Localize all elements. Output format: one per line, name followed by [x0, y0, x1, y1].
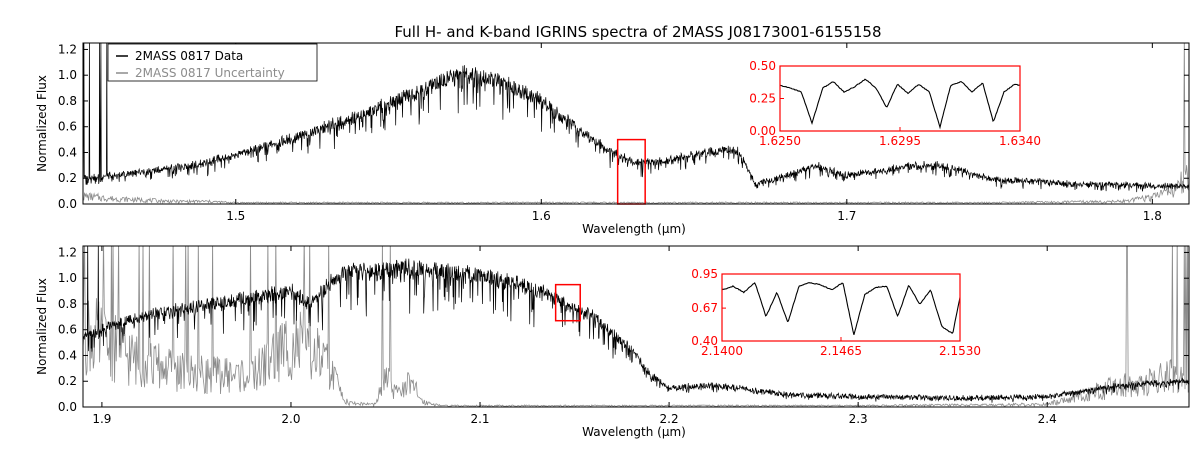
inset-x-tick-label: 2.1400: [701, 344, 743, 358]
y-tick-label: 1.0: [58, 271, 77, 285]
x-tick-label: 2.3: [849, 412, 868, 426]
highlight-box: [554, 283, 581, 322]
chart-panels: 1.5 1.6 1.7 1.8 0.0 0.2 0.4 0.6 0.8 1.0 1.2 Wavelen…: [35, 42, 1190, 439]
x-tick-label: 2.4: [1038, 412, 1057, 426]
inset-y-tick-label: 0.00: [749, 124, 776, 138]
uncertainty-series-line: [83, 43, 1189, 204]
data-series-line: [83, 246, 1189, 403]
inset-data-line: [721, 282, 961, 335]
x-axis-label: Wavelength (μm): [582, 222, 686, 236]
inset-panel: 2.1400 2.1465 2.1530 0.40 0.67 0.95: [691, 267, 981, 358]
x-tick-label: 1.6: [532, 209, 551, 223]
inset-background: [722, 274, 960, 341]
axes-frame: [82, 42, 1190, 205]
inset-x-tick-label: 2.1530: [939, 344, 981, 358]
legend-label: 2MASS 0817 Data: [135, 49, 243, 63]
inset-x-tick-label: 2.1465: [820, 344, 862, 358]
y-tick-label: 0.0: [58, 197, 77, 211]
x-tick-label: 1.9: [92, 412, 111, 426]
inset-x-tick-label: 1.6295: [879, 134, 921, 148]
y-tick-label: 1.2: [58, 42, 77, 56]
axes-frame: [82, 245, 1190, 408]
legend-box: [107, 43, 318, 82]
inset-y-tick-label: 0.40: [691, 334, 718, 348]
legend-label: 2MASS 0817 Uncertainty: [135, 66, 285, 80]
data-series-line: [83, 43, 1189, 193]
x-tick-label: 2.0: [281, 412, 300, 426]
chart-panel-k-band: 1.9 2.0 2.1 2.2 2.3 2.4 0.0 0.2 0.4 0.6 0.8 1.0 1.2 W…: [35, 245, 1190, 439]
y-tick-label: 0.6: [58, 323, 77, 337]
inset-x-tick-label: 1.6250: [759, 134, 801, 148]
inset-x-tick-label: 1.6340: [999, 134, 1041, 148]
y-tick-label: 1.0: [58, 68, 77, 82]
y-tick-label: 0.4: [58, 348, 77, 362]
plot-area: [83, 43, 1189, 204]
inset-data-line: [779, 78, 1021, 130]
plot-area: [83, 246, 1189, 407]
y-tick-label: 0.8: [58, 297, 77, 311]
y-tick-label: 1.2: [58, 245, 77, 259]
y-axis-label: Normalized Flux: [35, 75, 49, 172]
inset-y-tick-label: 0.25: [749, 92, 776, 106]
uncertainty-series-line: [83, 246, 1189, 407]
inset-panel: 1.6250 1.6295 1.6340 0.00 0.25 0.50: [749, 59, 1041, 148]
x-tick-label: 1.8: [1143, 209, 1162, 223]
inset-background: [780, 66, 1020, 131]
inset-y-tick-label: 0.67: [691, 301, 718, 315]
y-tick-label: 0.2: [58, 171, 77, 185]
x-tick-label: 1.5: [226, 209, 245, 223]
y-tick-label: 0.0: [58, 400, 77, 414]
x-axis-label: Wavelength (μm): [582, 425, 686, 439]
x-tick-label: 2.1: [470, 412, 489, 426]
legend: 2MASS 0817 Data 2MASS 0817 Uncertainty: [107, 43, 318, 82]
x-tick-label: 1.7: [837, 209, 856, 223]
y-tick-label: 0.2: [58, 374, 77, 388]
y-axis-label: Normalized Flux: [35, 278, 49, 375]
chart-panel-h-band: 1.5 1.6 1.7 1.8 0.0 0.2 0.4 0.6 0.8 1.0 1.2 Wavelen…: [35, 42, 1190, 236]
figure-title: Full H- and K-band IGRINS spectra of 2MA…: [394, 23, 881, 41]
y-tick-label: 0.4: [58, 145, 77, 159]
inset-y-tick-label: 0.95: [691, 267, 718, 281]
x-tick-label: 2.2: [660, 412, 679, 426]
y-tick-label: 0.8: [58, 94, 77, 108]
inset-y-tick-label: 0.50: [749, 59, 776, 73]
y-tick-label: 0.6: [58, 120, 77, 134]
